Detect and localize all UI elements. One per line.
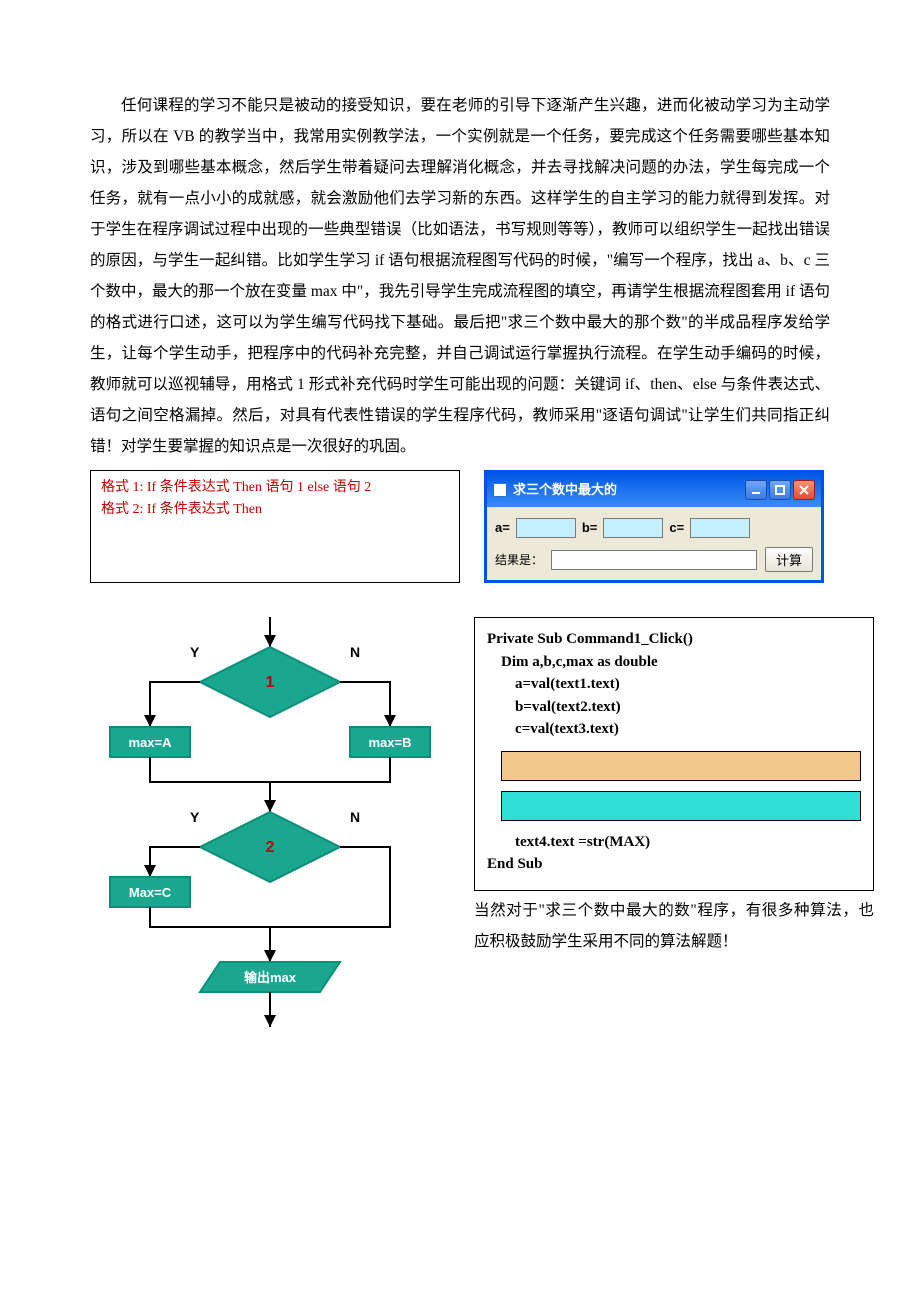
label-a: a= <box>495 515 510 541</box>
d2-yes: Y <box>190 809 200 825</box>
code-l6: text4.text =str(MAX) <box>487 831 861 854</box>
format-definitions-box: 格式 1: If 条件表达式 Then 语句 1 else 语句 2 格式 2:… <box>90 470 460 583</box>
calc-button[interactable]: 计算 <box>765 547 813 572</box>
label-c: c= <box>669 515 684 541</box>
code-column: Private Sub Command1_Click() Dim a,b,c,m… <box>474 617 874 957</box>
vb-form-window: 求三个数中最大的 a= b= c= 结果是： 计算 <box>484 470 824 583</box>
code-l3: a=val(text1.text) <box>487 673 861 696</box>
main-paragraph: 任何课程的学习不能只是被动的接受知识，要在老师的引导下逐渐产生兴趣，进而化被动学… <box>90 90 830 462</box>
format-line-2: 格式 2: If 条件表达式 Then <box>101 499 449 521</box>
output-box: 输出max <box>244 970 297 985</box>
code-l7: End Sub <box>487 853 861 876</box>
result-field[interactable] <box>551 550 757 570</box>
decision-1-label: 1 <box>266 674 275 691</box>
blank-orange <box>501 751 861 781</box>
row-flowchart-and-code: 1 Y N max=A max=B 2 Y N Max=C <box>90 617 830 1046</box>
result-label: 结果是： <box>495 548 543 572</box>
label-b: b= <box>582 515 598 541</box>
row-formats-and-form: 格式 1: If 条件表达式 Then 语句 1 else 语句 2 格式 2:… <box>90 470 830 583</box>
code-l2: Dim a,b,c,max as double <box>487 651 861 674</box>
close-button[interactable] <box>793 480 815 500</box>
result-row: 结果是： 计算 <box>495 547 813 572</box>
blank-cyan <box>501 791 861 821</box>
code-l5: c=val(text3.text) <box>487 718 861 741</box>
code-l1: Private Sub Command1_Click() <box>487 628 861 651</box>
vb-titlebar: 求三个数中最大的 <box>487 473 821 507</box>
format-line-1: 格式 1: If 条件表达式 Then 语句 1 else 语句 2 <box>101 477 449 499</box>
d1-yes: Y <box>190 644 200 660</box>
maximize-button[interactable] <box>769 480 791 500</box>
box-max-b: max=B <box>369 735 412 750</box>
input-b[interactable] <box>603 518 663 538</box>
d2-no: N <box>350 809 360 825</box>
input-a[interactable] <box>516 518 576 538</box>
footer-text: 当然对于"求三个数中最大的数"程序，有很多种算法，也应积极鼓励学生采用不同的算法… <box>474 895 874 957</box>
decision-2-label: 2 <box>266 839 275 856</box>
code-box: Private Sub Command1_Click() Dim a,b,c,m… <box>474 617 874 891</box>
d1-no: N <box>350 644 360 660</box>
input-c[interactable] <box>690 518 750 538</box>
vb-title: 求三个数中最大的 <box>513 477 743 503</box>
flowchart: 1 Y N max=A max=B 2 Y N Max=C <box>90 617 450 1046</box>
box-max-a: max=A <box>129 735 173 750</box>
input-row: a= b= c= <box>495 515 813 541</box>
form-icon <box>493 483 507 497</box>
minimize-button[interactable] <box>745 480 767 500</box>
code-l4: b=val(text2.text) <box>487 696 861 719</box>
vb-form-body: a= b= c= 结果是： 计算 <box>487 507 821 580</box>
box-max-c: Max=C <box>129 885 172 900</box>
